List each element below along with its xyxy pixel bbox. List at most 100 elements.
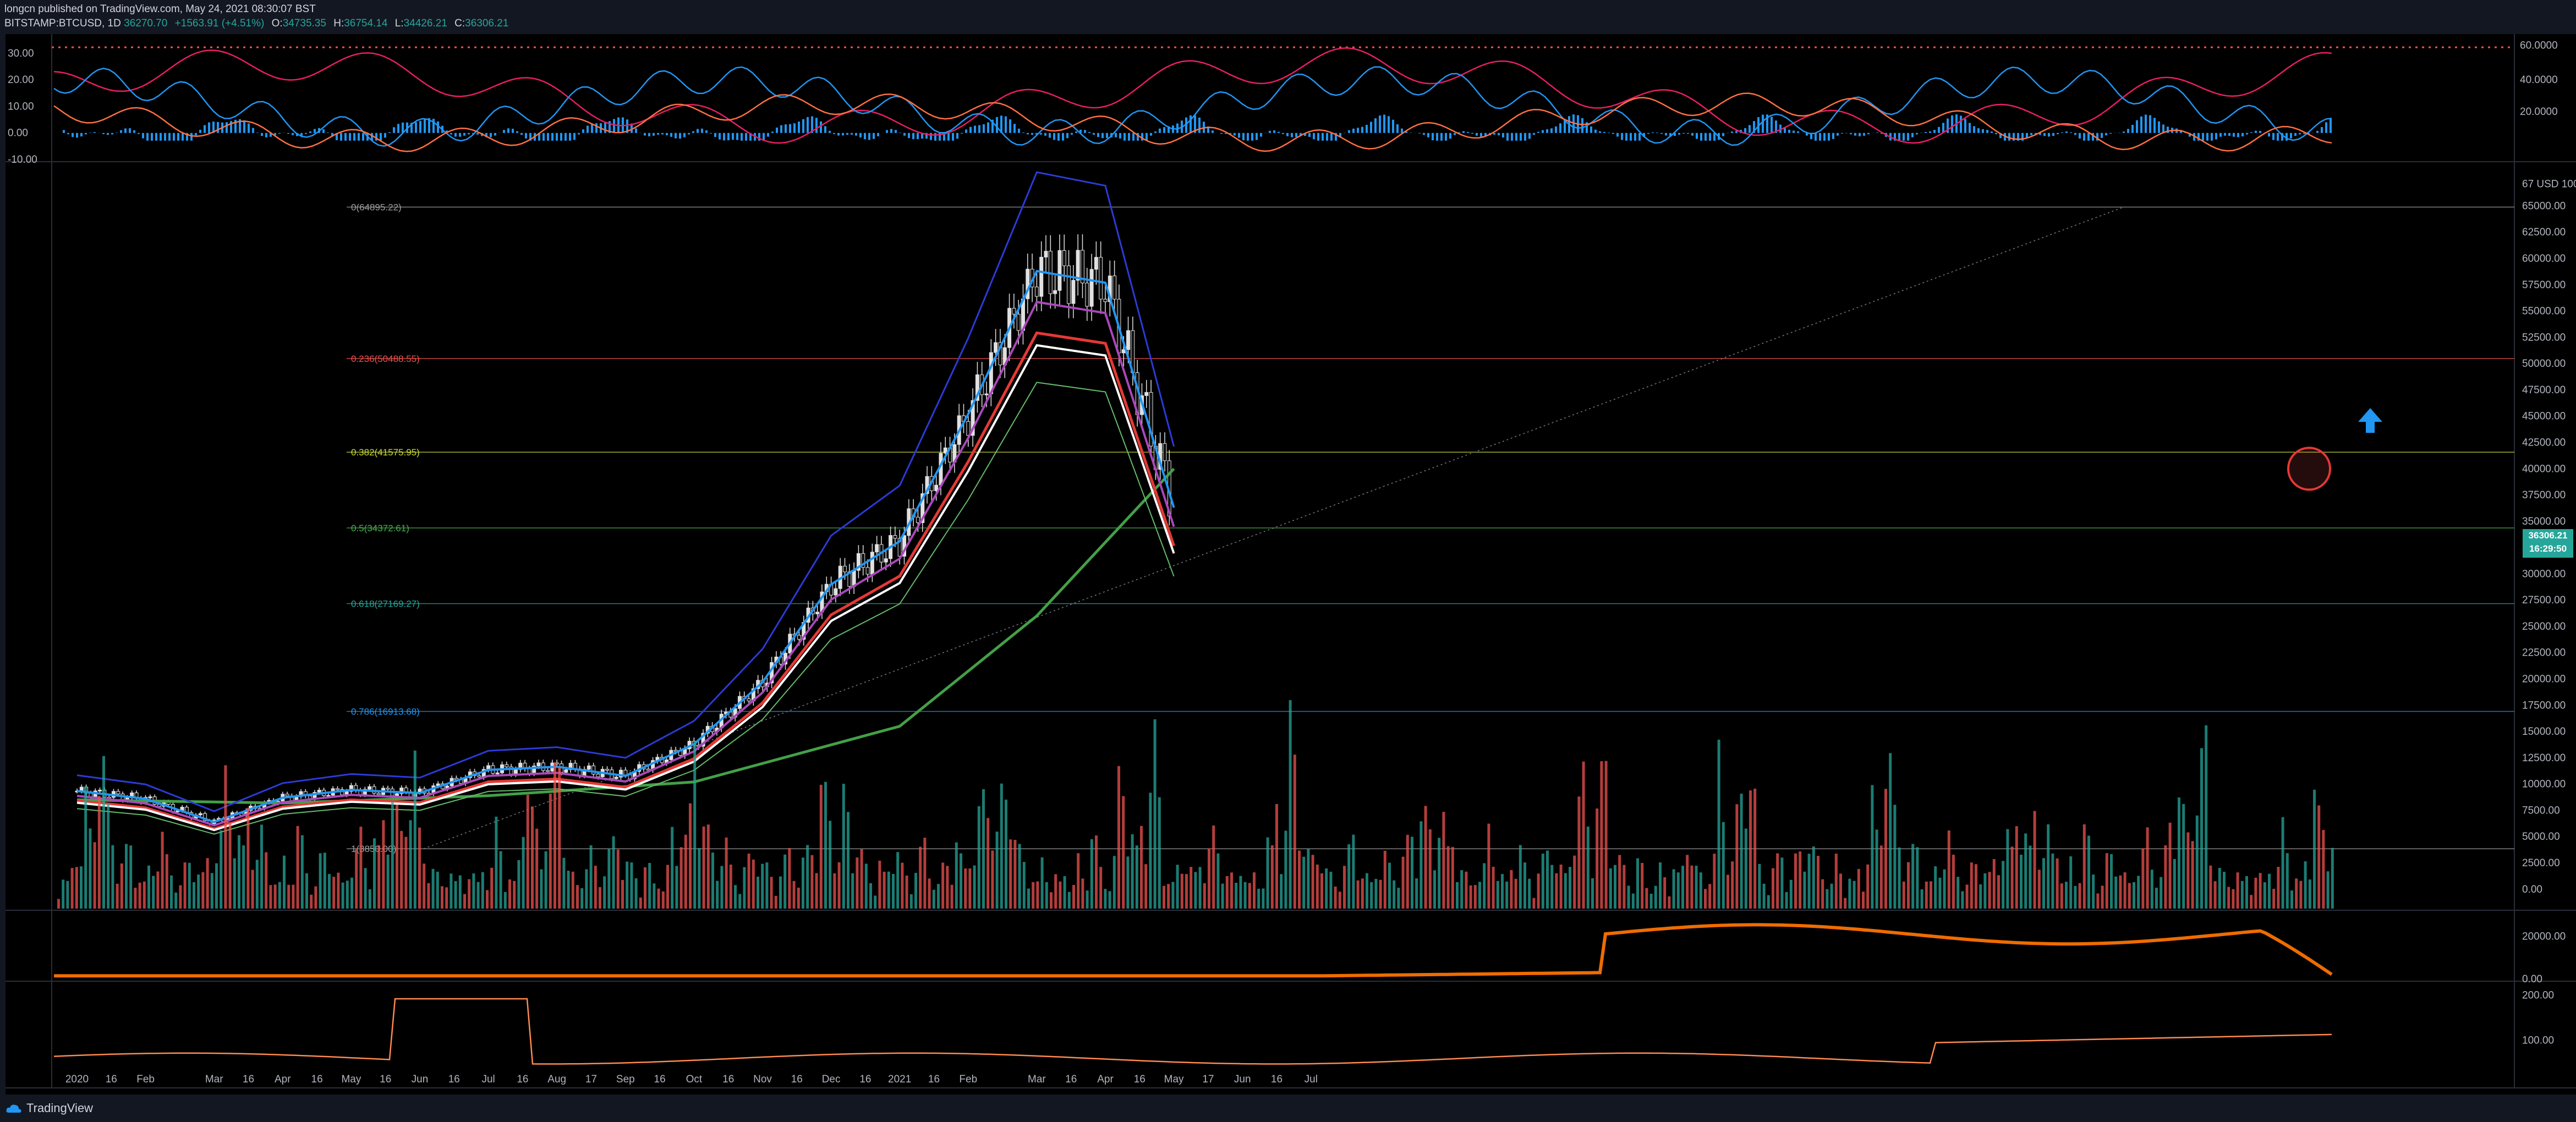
volume-bar	[1176, 865, 1179, 909]
osc-hist-bar	[1163, 127, 1165, 133]
osc-hist-bar	[1066, 133, 1068, 139]
x-axis-label: 17	[585, 1074, 597, 1085]
volume-bar	[80, 866, 83, 909]
osc-hist-bar	[1682, 133, 1685, 134]
candle-up	[176, 810, 180, 812]
osc-left-tick: -10.00	[8, 154, 37, 166]
osc-hist-bar	[1185, 117, 1187, 133]
volume-bar	[328, 874, 331, 909]
osc-hist-bar	[1652, 132, 1654, 133]
volume-bar	[1343, 866, 1346, 909]
volume-bar	[2272, 889, 2276, 909]
volume-bar	[310, 894, 313, 909]
x-axis-label: 16	[928, 1074, 940, 1085]
osc-hist-bar	[2303, 133, 2305, 134]
osc-hist-bar	[1330, 133, 1333, 141]
osc-hist-bar	[239, 119, 241, 133]
volume-bar	[2259, 873, 2262, 909]
osc-hist-bar	[1735, 130, 1738, 133]
volume-bar	[1203, 883, 1206, 909]
volume-bar	[747, 854, 750, 909]
osc-hist-bar	[591, 124, 593, 133]
volume-bar	[1446, 846, 1450, 909]
volume-bar	[1541, 854, 1544, 909]
volume-bar	[210, 873, 213, 909]
volume-bar	[634, 878, 638, 909]
osc-hist-bar	[723, 133, 725, 141]
volume-bar	[1631, 893, 1635, 909]
osc-hist-bar	[978, 125, 980, 133]
volume-bar	[968, 868, 972, 909]
osc-hist-bar	[851, 133, 853, 135]
volume-bar	[788, 848, 791, 909]
volume-bar	[156, 871, 160, 909]
volume-bar	[400, 831, 403, 909]
volume-bar	[111, 845, 114, 909]
osc-hist-bar	[1555, 126, 1557, 133]
osc-hist-bar	[635, 128, 637, 133]
osc-hist-bar	[798, 122, 800, 133]
volume-bar	[1478, 882, 1481, 909]
volume-bar	[2128, 883, 2131, 909]
osc-hist-bar	[1493, 133, 1495, 135]
volume-bar	[1934, 866, 1937, 909]
volume-bar	[1672, 869, 1675, 909]
volume-bar	[648, 862, 651, 909]
candle-up	[399, 787, 404, 794]
osc-hist-bar	[2277, 133, 2279, 141]
volume-bar	[1794, 853, 1797, 909]
symbol-name[interactable]: BITSTAMP:BTCUSD, 1D	[4, 18, 121, 29]
volume-bar	[1717, 739, 1720, 909]
osc-hist-bar	[556, 133, 558, 141]
osc-hist-bar	[1867, 133, 1870, 135]
osc-hist-bar	[758, 133, 760, 141]
osc-hist-bar	[675, 133, 677, 139]
candle-up	[1094, 257, 1098, 270]
volume-bar	[454, 881, 457, 909]
osc-hist-bar	[336, 133, 338, 140]
chart-svg[interactable]: 30.00 20.00 10.00 0.00 -10.00 60.0000 40.0000 2…	[6, 34, 2576, 1094]
osc-hist-bar	[1986, 130, 1988, 133]
price-tick: 50000.00	[2522, 358, 2566, 370]
x-axis-label: 16	[243, 1074, 254, 1085]
volume-bar	[720, 866, 724, 909]
volume-bar	[874, 895, 877, 909]
volume-bar	[468, 879, 471, 909]
osc-hist-bar	[1238, 133, 1240, 138]
osc-hist-bar	[2145, 114, 2147, 133]
volume-bar	[1866, 864, 1870, 909]
volume-bar	[535, 828, 539, 909]
volume-bar	[1839, 873, 1842, 909]
osc-hist-bar	[587, 125, 589, 133]
x-axis-label: Nov	[753, 1074, 772, 1085]
volume-bar	[797, 887, 800, 909]
osc-hist-bar	[1771, 117, 1773, 133]
volume-bar	[1857, 868, 1860, 909]
volume-bar	[1623, 865, 1626, 909]
volume-bar	[1505, 881, 1509, 909]
tradingview-logo[interactable]: TradingView	[6, 1101, 93, 1115]
osc-hist-bar	[72, 133, 74, 138]
volume-bar	[1086, 890, 1089, 909]
volume-bar	[1411, 837, 1413, 909]
high-label: H:	[333, 18, 344, 29]
volume-bar	[1663, 877, 1667, 909]
osc-hist-bar	[644, 133, 646, 136]
volume-bar	[1090, 839, 1093, 909]
osc-hist-bar	[1146, 133, 1148, 141]
osc-hist-bar	[1815, 133, 1817, 141]
volume-bar	[2051, 853, 2054, 909]
candle-down	[1103, 299, 1108, 302]
osc-hist-bar	[1137, 133, 1139, 141]
price-tick: 27500.00	[2522, 595, 2566, 606]
osc-hist-bar	[2052, 133, 2054, 136]
volume-bar	[2195, 815, 2199, 909]
osc-hist-bar	[1674, 133, 1676, 136]
osc-hist-bar	[1392, 119, 1394, 133]
volume-bar	[1803, 871, 1806, 909]
osc-hist-bar	[177, 133, 179, 141]
chart-canvas[interactable]: 30.00 20.00 10.00 0.00 -10.00 60.0000 40.0000 2…	[6, 34, 2576, 1094]
osc-hist-bar	[1837, 133, 1839, 136]
volume-bar	[1636, 858, 1639, 909]
osc-hist-bar	[331, 133, 333, 137]
